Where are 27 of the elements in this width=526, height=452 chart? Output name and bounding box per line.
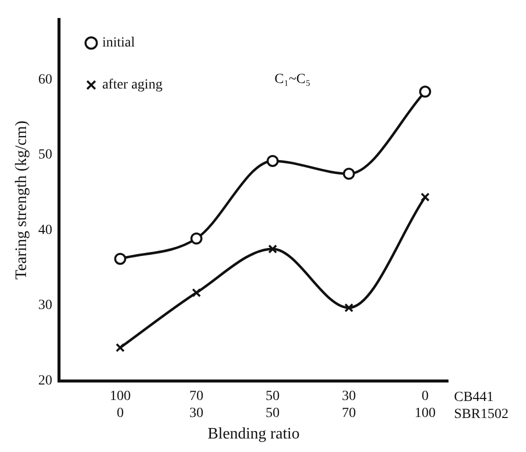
text: CB441 (454, 390, 494, 405)
point (342, 168, 355, 180)
legend-label: initial (102, 36, 135, 51)
point (192, 288, 201, 298)
text: SBR1502 (454, 406, 508, 422)
point (114, 252, 126, 265)
y-tick-label: 30 (38, 298, 52, 314)
point (190, 232, 202, 244)
point (420, 192, 430, 202)
x-tick-label: 70 30 (189, 388, 204, 421)
point (419, 86, 432, 98)
x-tick-label: 0 100 (414, 388, 436, 421)
y-tick-label: 60 (38, 72, 52, 88)
y-axis-title: Tearing strength (kg/cm) (12, 120, 30, 280)
point (268, 244, 278, 254)
annotation: C₁~C₅ (274, 72, 311, 88)
y-tick-label: 50 (38, 148, 52, 163)
legend-label: after aging (102, 78, 162, 93)
point (116, 343, 125, 352)
point (266, 154, 279, 167)
point (344, 303, 354, 312)
y-tick-label: 20 (38, 373, 52, 388)
y-tick-label: 40 (38, 222, 52, 238)
x-axis-title: Blending ratio (208, 426, 300, 443)
x-tick-label: 30 70 (342, 388, 356, 421)
x-tick-label: 100 0 (110, 388, 131, 421)
x-tick-label: 50 50 (266, 388, 280, 421)
